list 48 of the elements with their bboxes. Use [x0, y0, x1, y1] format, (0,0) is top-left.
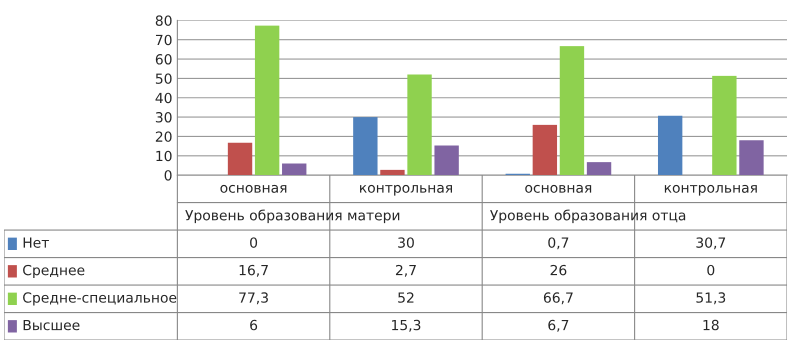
data-label: 66,7: [544, 292, 573, 304]
data-label: 6: [250, 320, 258, 330]
data-label: 77,3: [239, 292, 268, 304]
data-label: 26: [550, 264, 566, 276]
data-label: 0,7: [548, 237, 568, 250]
bar: [434, 146, 459, 176]
data-label: 18: [704, 320, 719, 330]
y-tick-label: 30: [156, 112, 172, 123]
bar: [228, 142, 252, 176]
data-label: 2,7: [396, 264, 416, 277]
y-tick-label: 20: [156, 131, 172, 142]
data-label: 6,7: [548, 320, 568, 332]
data-label: 51,3: [696, 292, 726, 304]
legend-label: Высшее: [24, 320, 80, 330]
y-tick-label: 10: [156, 150, 172, 162]
data-label: 30: [398, 237, 414, 248]
legend-label: Средне-специальное: [23, 292, 176, 306]
bar: [532, 124, 558, 176]
bar: [560, 46, 584, 176]
bar: [282, 163, 306, 176]
y-tick-label: 40: [156, 92, 172, 104]
y-tick-label: 70: [156, 34, 172, 46]
data-label: 52: [398, 292, 414, 303]
data-label: 16,7: [240, 264, 268, 277]
x-tick-label: основная: [525, 184, 592, 193]
x-tick-label: контрольная: [664, 184, 757, 196]
data-label: 30,7: [696, 237, 726, 250]
bar: [407, 74, 432, 176]
y-tick-label: 80: [156, 15, 172, 26]
y-tick-label: 0: [164, 170, 172, 181]
data-label: 15,3: [392, 320, 420, 332]
x-tick-label: контрольная: [360, 184, 452, 196]
bar: [586, 162, 612, 176]
bar: [254, 26, 280, 176]
legend-label: Среднее: [23, 264, 84, 278]
bar: [739, 140, 764, 176]
y-tick-label: 60: [156, 54, 172, 65]
legend-label: Нет: [24, 238, 49, 248]
text: Уровень образования отца: [490, 209, 686, 224]
bar: [712, 76, 737, 176]
x-tick-label: основная: [220, 184, 286, 193]
bar: [380, 170, 405, 176]
y-tick-label: 50: [156, 73, 172, 84]
data-label: 0: [707, 264, 714, 276]
bar: [353, 117, 378, 176]
text: Уровень образования матери: [185, 209, 400, 224]
data-label: 0: [250, 237, 258, 248]
bar: [658, 116, 682, 176]
